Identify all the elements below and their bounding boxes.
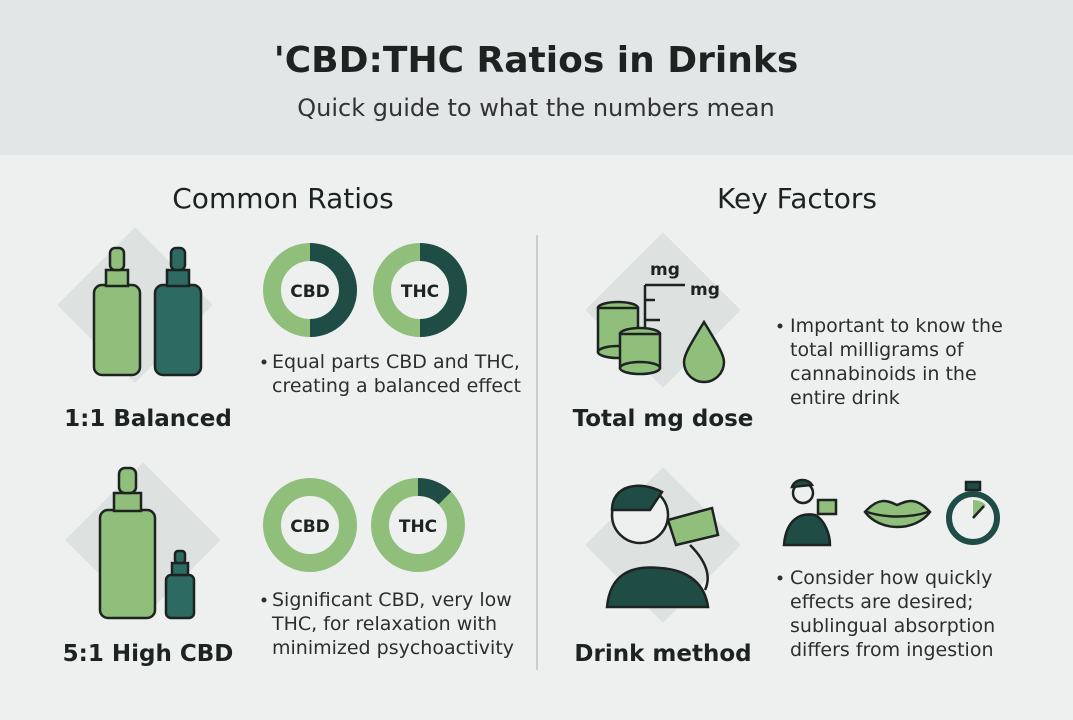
section-heading: Common Ratios [172,182,394,215]
factor-text: Important to know the total milligrams o… [790,315,1003,409]
icons [57,227,1000,623]
section-heading: Key Factors [717,182,877,215]
donut-label: THC [400,282,440,302]
icon-label: mg [690,280,720,300]
header-band [0,0,1073,155]
ratio-label: 5:1 High CBD [62,641,234,667]
factor-label: Total mg dose [572,406,754,432]
ratio-text: Significant CBD, very low THC, for relax… [272,589,515,659]
ratio-label: 1:1 Balanced [64,406,232,432]
donut-label: CBD [290,517,330,537]
factor-label: Drink method [574,641,752,667]
bullets [261,323,783,603]
title: 'CBD:THC Ratios in Drinks [273,40,799,81]
donut-label: CBD [290,282,330,302]
factor-text: Consider how quickly effects are desired… [790,567,996,661]
subtitle: Quick guide to what the numbers mean [297,94,775,122]
donut-label: THC [398,517,438,537]
icon-label: mg [650,260,680,280]
ratio-text: Equal parts CBD and THC, creating a bala… [272,351,521,397]
